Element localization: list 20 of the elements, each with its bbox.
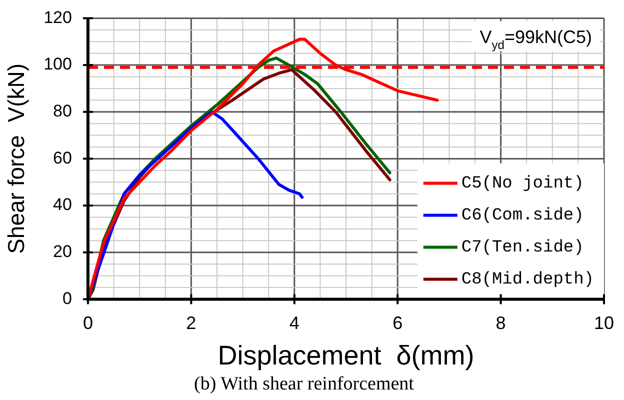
x-axis-title: Displacement δ(mm) bbox=[218, 340, 474, 370]
y-tick-label: 80 bbox=[53, 102, 72, 121]
legend-label: C7(Ten.side) bbox=[461, 238, 584, 258]
text: (b) With shear reinforcement bbox=[194, 374, 415, 395]
legend-label: C6(Com.side) bbox=[461, 206, 584, 226]
y-tick-label: 60 bbox=[53, 148, 72, 168]
x-tick-label: 10 bbox=[594, 312, 614, 333]
y-tick-label: 20 bbox=[53, 242, 72, 262]
y-tick-label: 0 bbox=[62, 288, 72, 308]
x-tick-label: 2 bbox=[186, 312, 196, 333]
y-axis-title: Shear force V(kN) bbox=[3, 63, 30, 254]
y-tick-label: 40 bbox=[53, 195, 72, 214]
x-tick-label: 6 bbox=[392, 312, 403, 333]
y-tick-label: 100 bbox=[44, 54, 72, 74]
x-tick-label: 0 bbox=[82, 312, 93, 333]
y-tick-label: 120 bbox=[44, 8, 72, 27]
x-tick-label: 8 bbox=[496, 312, 506, 333]
legend-label: C8(Mid.depth) bbox=[461, 270, 594, 290]
x-tick-label: 4 bbox=[289, 312, 300, 333]
legend-label: C5(No joint) bbox=[461, 174, 584, 194]
